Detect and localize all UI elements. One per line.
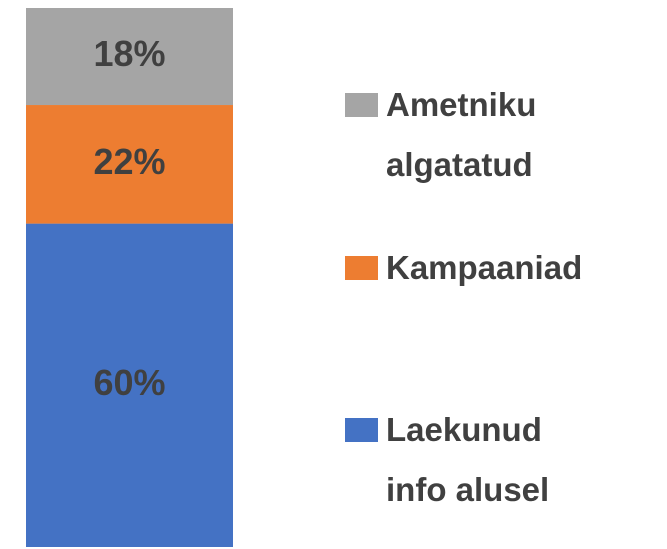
data-label: 22% bbox=[93, 141, 165, 182]
bar-segment bbox=[26, 223, 233, 547]
legend-swatch bbox=[345, 256, 378, 280]
bar-segment bbox=[26, 8, 233, 106]
legend-swatch bbox=[345, 93, 378, 117]
bar-segment bbox=[26, 105, 233, 224]
data-label: 18% bbox=[93, 33, 165, 74]
legend-label: Ametniku algatatud bbox=[386, 86, 537, 183]
legend-swatch bbox=[345, 418, 378, 442]
legend-label: Laekunud info alusel bbox=[386, 411, 550, 508]
data-label: 60% bbox=[93, 362, 165, 403]
legend-label: Kampaaniad bbox=[386, 249, 583, 286]
